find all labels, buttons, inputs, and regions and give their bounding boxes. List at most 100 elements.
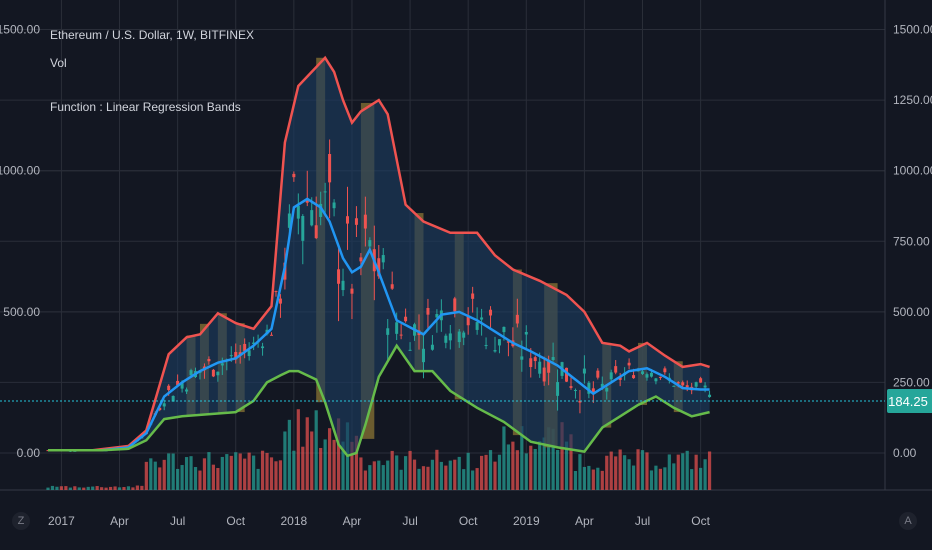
- volume-bar: [377, 460, 381, 490]
- volume-bar: [614, 456, 618, 490]
- candle-body: [216, 371, 220, 376]
- volume-bar: [681, 453, 685, 490]
- volume-bar: [207, 452, 211, 490]
- candle-body: [395, 322, 399, 334]
- candle-body: [484, 345, 488, 347]
- volume-bar: [144, 461, 148, 490]
- volume-bar: [243, 458, 247, 490]
- candle-body: [538, 361, 542, 374]
- candle-body: [520, 356, 524, 360]
- candle-body: [301, 215, 305, 241]
- volume-bar: [363, 470, 367, 490]
- candle-body: [310, 210, 314, 226]
- candle-body: [337, 269, 341, 284]
- volume-bar: [551, 428, 555, 490]
- candle-body: [462, 332, 466, 338]
- candle-body: [578, 400, 582, 403]
- volume-bar: [645, 452, 649, 490]
- candle-body: [605, 387, 609, 392]
- candle-body: [663, 368, 667, 373]
- candle-body: [654, 378, 658, 382]
- volume-bar: [310, 431, 314, 490]
- candle-body: [565, 367, 569, 382]
- right-price-axis[interactable]: 1500.00 1250.00 1000.00 750.00 500.00 250.00 0…: [893, 23, 932, 460]
- candle-body: [162, 403, 166, 407]
- candle-body: [551, 357, 555, 360]
- indicator-label[interactable]: Function : Linear Regression Bands: [50, 100, 241, 114]
- volume-bar: [600, 470, 604, 490]
- candle-body: [426, 307, 430, 315]
- volume-bar: [323, 439, 327, 490]
- candle-body: [645, 374, 649, 378]
- candle-body: [475, 322, 479, 330]
- candle-body: [386, 328, 390, 335]
- candle-body: [390, 284, 394, 289]
- volume-bar: [140, 485, 144, 490]
- candle-body: [243, 343, 247, 352]
- volume-bar: [256, 468, 260, 490]
- candle-body: [296, 205, 300, 219]
- volume-bar: [158, 467, 162, 490]
- candle-body: [587, 382, 591, 394]
- candle-body: [681, 382, 685, 386]
- volume-bar: [95, 486, 99, 490]
- volume-bar: [412, 459, 417, 490]
- volume-bar: [301, 446, 305, 490]
- time-axis[interactable]: 2017 Apr Jul Oct 2018 Apr Jul Oct 2019 Apr Jul Oct: [48, 514, 711, 528]
- candle-body: [234, 352, 238, 360]
- left-price-axis[interactable]: 1500.00 1000.00 500.00 0.00: [0, 23, 40, 460]
- candle-body: [502, 326, 506, 333]
- volume-bar: [225, 454, 229, 490]
- auto-scale-button[interactable]: A: [899, 512, 917, 530]
- candle-body: [453, 298, 457, 312]
- volume-bar: [283, 431, 287, 490]
- volume-bar: [582, 466, 586, 490]
- volume-bar: [555, 450, 560, 490]
- candle-body: [220, 363, 224, 366]
- volume-bar: [135, 485, 139, 490]
- volume-bar: [153, 461, 157, 490]
- candle-body: [694, 382, 698, 387]
- candle-body: [185, 389, 189, 392]
- volume-bar: [533, 448, 537, 490]
- volume-bar: [260, 450, 265, 490]
- candle-body: [158, 407, 162, 411]
- volume-bar: [73, 486, 77, 490]
- candle-body: [207, 358, 211, 362]
- x-axis-tick: Oct: [691, 514, 710, 528]
- candle-body: [524, 331, 528, 335]
- volume-bar: [636, 449, 640, 490]
- volume-bar: [631, 465, 636, 490]
- volume-bar: [654, 465, 658, 490]
- candle-body: [703, 385, 707, 388]
- candle-body: [328, 154, 332, 183]
- candle-body: [685, 385, 689, 388]
- zoom-button[interactable]: Z: [12, 512, 30, 530]
- candle-body: [270, 334, 273, 336]
- volume-bar: [167, 453, 171, 490]
- candle-body: [542, 367, 546, 382]
- volume-bar: [578, 454, 582, 490]
- volume-bar: [663, 467, 667, 490]
- volume-bar: [569, 434, 573, 490]
- candle-body: [247, 350, 251, 357]
- x-axis-tick: Apr: [343, 514, 362, 528]
- volume-indicator-label[interactable]: Vol: [50, 56, 67, 70]
- volume-bar: [623, 455, 627, 490]
- volume-bar: [220, 456, 224, 490]
- candle-body: [533, 357, 537, 362]
- volume-bar: [667, 454, 671, 490]
- volume-bar: [314, 410, 318, 490]
- candle-body: [448, 333, 452, 341]
- volume-bar: [269, 457, 274, 490]
- candle-body: [457, 331, 461, 343]
- volume-bar: [278, 460, 283, 490]
- volume-bar: [149, 458, 153, 490]
- candle-body: [229, 355, 233, 357]
- volume-bar: [538, 440, 542, 490]
- candle-body: [341, 280, 345, 291]
- candle-body: [515, 314, 519, 324]
- volume-bar: [265, 452, 269, 490]
- chart-title[interactable]: Ethereum / U.S. Dollar, 1W, BITFINEX: [50, 28, 255, 42]
